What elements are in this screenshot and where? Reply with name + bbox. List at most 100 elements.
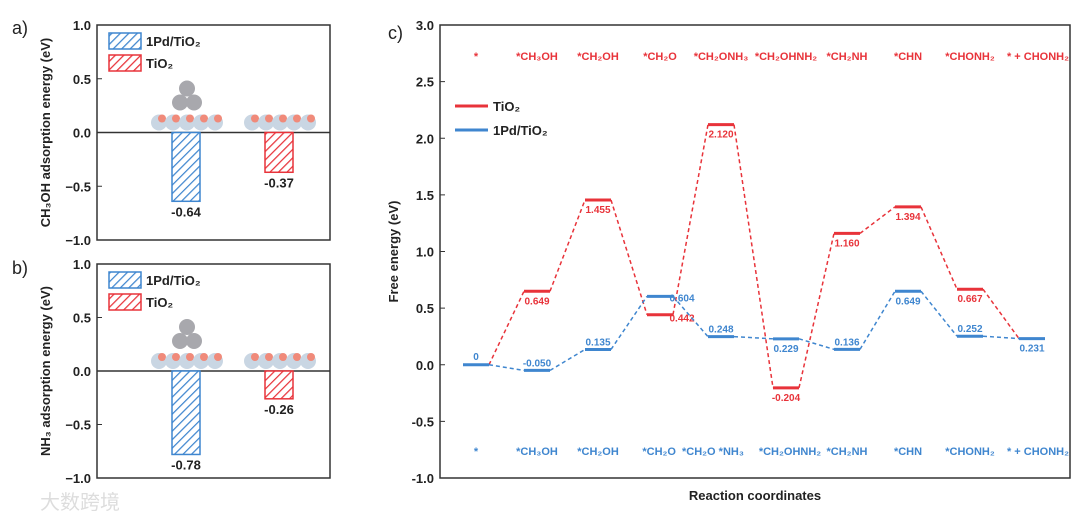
panel-label: a) — [12, 18, 28, 38]
atom-o-icon — [251, 353, 259, 361]
energy-value-label: 0.252 — [957, 324, 982, 335]
state-label-tio2: *CH₂OH — [577, 51, 619, 63]
y-tick-label: 1.0 — [73, 18, 91, 33]
bar-value-label: -0.78 — [171, 457, 201, 472]
atom-pd-icon — [172, 333, 188, 349]
y-tick-label: −1.0 — [65, 471, 91, 486]
state-label-tio2: *CHONH₂ — [945, 51, 995, 63]
legend-label: 1Pd/TiO₂ — [146, 34, 201, 49]
y-tick-label: 2.0 — [416, 131, 434, 146]
energy-value-label: 0.649 — [895, 296, 920, 307]
atom-o-icon — [186, 114, 194, 123]
y-axis-label: NH₃ adsorption energy (eV) — [38, 286, 53, 456]
energy-value-label: 0.442 — [669, 314, 694, 325]
state-label-tio2: * — [474, 51, 479, 63]
state-label-pd-tio2: *CHONH₂ — [945, 446, 995, 458]
state-label-tio2: *CH₂OHNH₂ — [755, 51, 817, 63]
connector-tio2 — [672, 124, 709, 315]
y-tick-label: −0.5 — [65, 179, 91, 194]
connector-tio2 — [798, 233, 835, 389]
state-label-pd-tio2: *CH₂O — [642, 446, 676, 458]
atom-o-icon — [172, 353, 180, 361]
connector-tio2 — [610, 199, 648, 315]
legend-label: 1Pd/TiO₂ — [146, 273, 201, 288]
state-label-tio2: * + CHONH₂ — [1007, 51, 1069, 63]
atom-o-icon — [200, 114, 208, 123]
connector-tio2 — [549, 199, 586, 292]
legend-label: TiO₂ — [146, 295, 173, 310]
legend-label: TiO₂ — [493, 99, 520, 114]
state-label-pd-tio2: *CH₂NH — [827, 446, 868, 458]
bar-value-label: -0.64 — [171, 204, 201, 219]
connector-tio2 — [859, 206, 896, 234]
atom-o-icon — [293, 353, 301, 361]
y-tick-label: 0.5 — [416, 301, 434, 316]
atom-o-icon — [214, 114, 222, 123]
energy-value-label: 1.394 — [895, 212, 920, 223]
legend-label: 1Pd/TiO₂ — [493, 123, 548, 138]
state-label-pd-tio2: *CHN — [894, 446, 922, 458]
y-tick-label: 0.5 — [73, 72, 91, 87]
bar-pd-tio2 — [171, 370, 201, 456]
atom-o-icon — [158, 114, 166, 123]
connector-pd-tio2 — [920, 290, 958, 337]
energy-value-label: 0.231 — [1019, 344, 1044, 355]
y-tick-label: 0.0 — [73, 364, 91, 379]
state-label-pd-tio2: *CH₂OH — [577, 446, 619, 458]
energy-value-label: -0.050 — [523, 358, 552, 369]
connector-pd-tio2 — [798, 338, 835, 351]
atom-o-icon — [251, 114, 259, 123]
y-tick-label: 1.0 — [73, 257, 91, 272]
atom-o-icon — [214, 353, 222, 361]
state-label-tio2: *CH₂O — [643, 51, 677, 63]
connector-pd-tio2 — [488, 364, 525, 372]
atom-o-icon — [158, 353, 166, 361]
y-tick-label: 0.0 — [416, 358, 434, 373]
atom-o-icon — [200, 353, 208, 361]
atom-o-icon — [279, 353, 287, 361]
y-tick-label: 1.5 — [416, 188, 434, 203]
y-tick-label: -1.0 — [412, 471, 434, 486]
legend-swatch — [108, 32, 142, 50]
legend-swatch — [108, 293, 142, 311]
atom-o-icon — [265, 353, 273, 361]
atom-pd-icon — [172, 94, 188, 111]
legend-swatch — [108, 54, 142, 72]
connector-pd-tio2 — [982, 335, 1020, 340]
atom-pd-icon — [186, 333, 202, 349]
energy-value-label: 0.135 — [585, 337, 610, 348]
connector-tio2 — [733, 124, 774, 388]
connector-tio2 — [920, 206, 958, 290]
energy-value-label: 0.604 — [669, 293, 694, 304]
y-tick-label: -0.5 — [412, 414, 434, 429]
y-tick-label: 3.0 — [416, 18, 434, 33]
connector-tio2 — [488, 290, 525, 366]
connector-pd-tio2 — [859, 290, 896, 350]
energy-value-label: 0.248 — [708, 325, 733, 336]
y-axis-label: CH₃OH adsorption energy (eV) — [38, 38, 53, 227]
state-label-pd-tio2: *CH₃OH — [516, 446, 558, 458]
panel-label: c) — [388, 23, 403, 43]
energy-value-label: 0.229 — [773, 344, 798, 355]
y-tick-label: 2.5 — [416, 75, 434, 90]
atom-o-icon — [186, 353, 194, 361]
atom-pd-icon — [179, 319, 195, 335]
connector-pd-tio2 — [549, 348, 586, 372]
x-axis-label: Reaction coordinates — [689, 488, 821, 503]
state-label-tio2: *CH₃OH — [516, 51, 558, 63]
connector-pd-tio2 — [733, 335, 774, 340]
legend-swatch — [108, 271, 142, 289]
atom-o-icon — [293, 114, 301, 123]
atom-o-icon — [172, 114, 180, 123]
state-label-pd-tio2: *CH₂O *NH₃ — [682, 446, 744, 458]
bar-tio2 — [264, 370, 294, 400]
energy-value-label: 0 — [473, 352, 479, 363]
legend-label: TiO₂ — [146, 56, 173, 71]
y-tick-label: 1.0 — [416, 245, 434, 260]
y-tick-label: −1.0 — [65, 233, 91, 248]
energy-value-label: 1.160 — [834, 238, 859, 249]
state-label-pd-tio2: * — [474, 446, 479, 458]
energy-value-label: 0.667 — [957, 294, 982, 305]
energy-value-label: -0.204 — [772, 393, 801, 404]
energy-value-label: 0.136 — [834, 337, 859, 348]
